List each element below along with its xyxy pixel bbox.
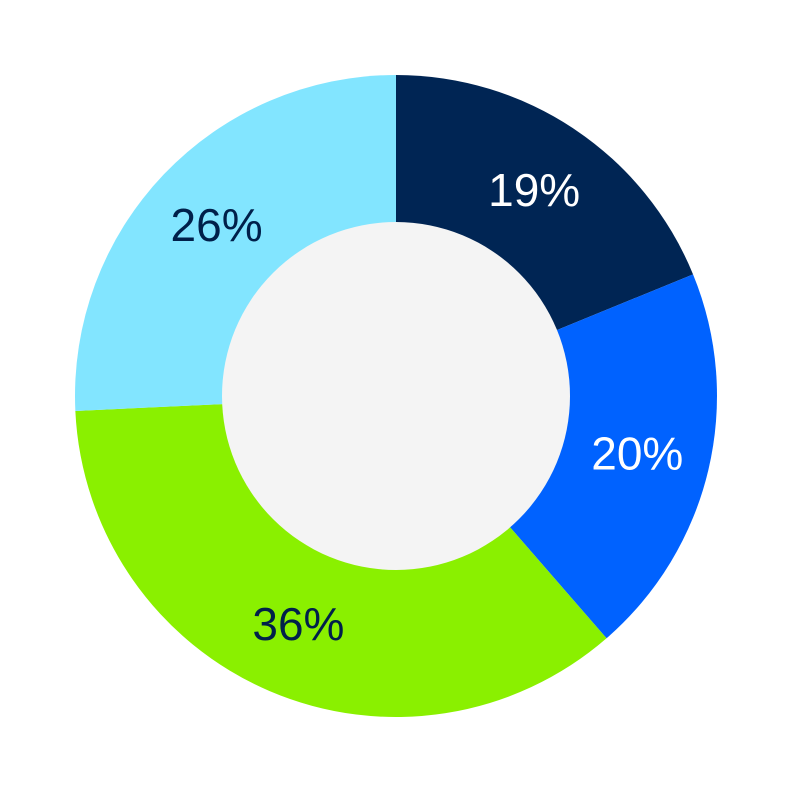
- slice-data-label: 20%: [591, 427, 683, 479]
- slice-data-label: 19%: [488, 164, 580, 216]
- slice-data-label: 36%: [252, 598, 344, 650]
- slice-data-label: 26%: [171, 199, 263, 251]
- donut-center: [222, 222, 570, 570]
